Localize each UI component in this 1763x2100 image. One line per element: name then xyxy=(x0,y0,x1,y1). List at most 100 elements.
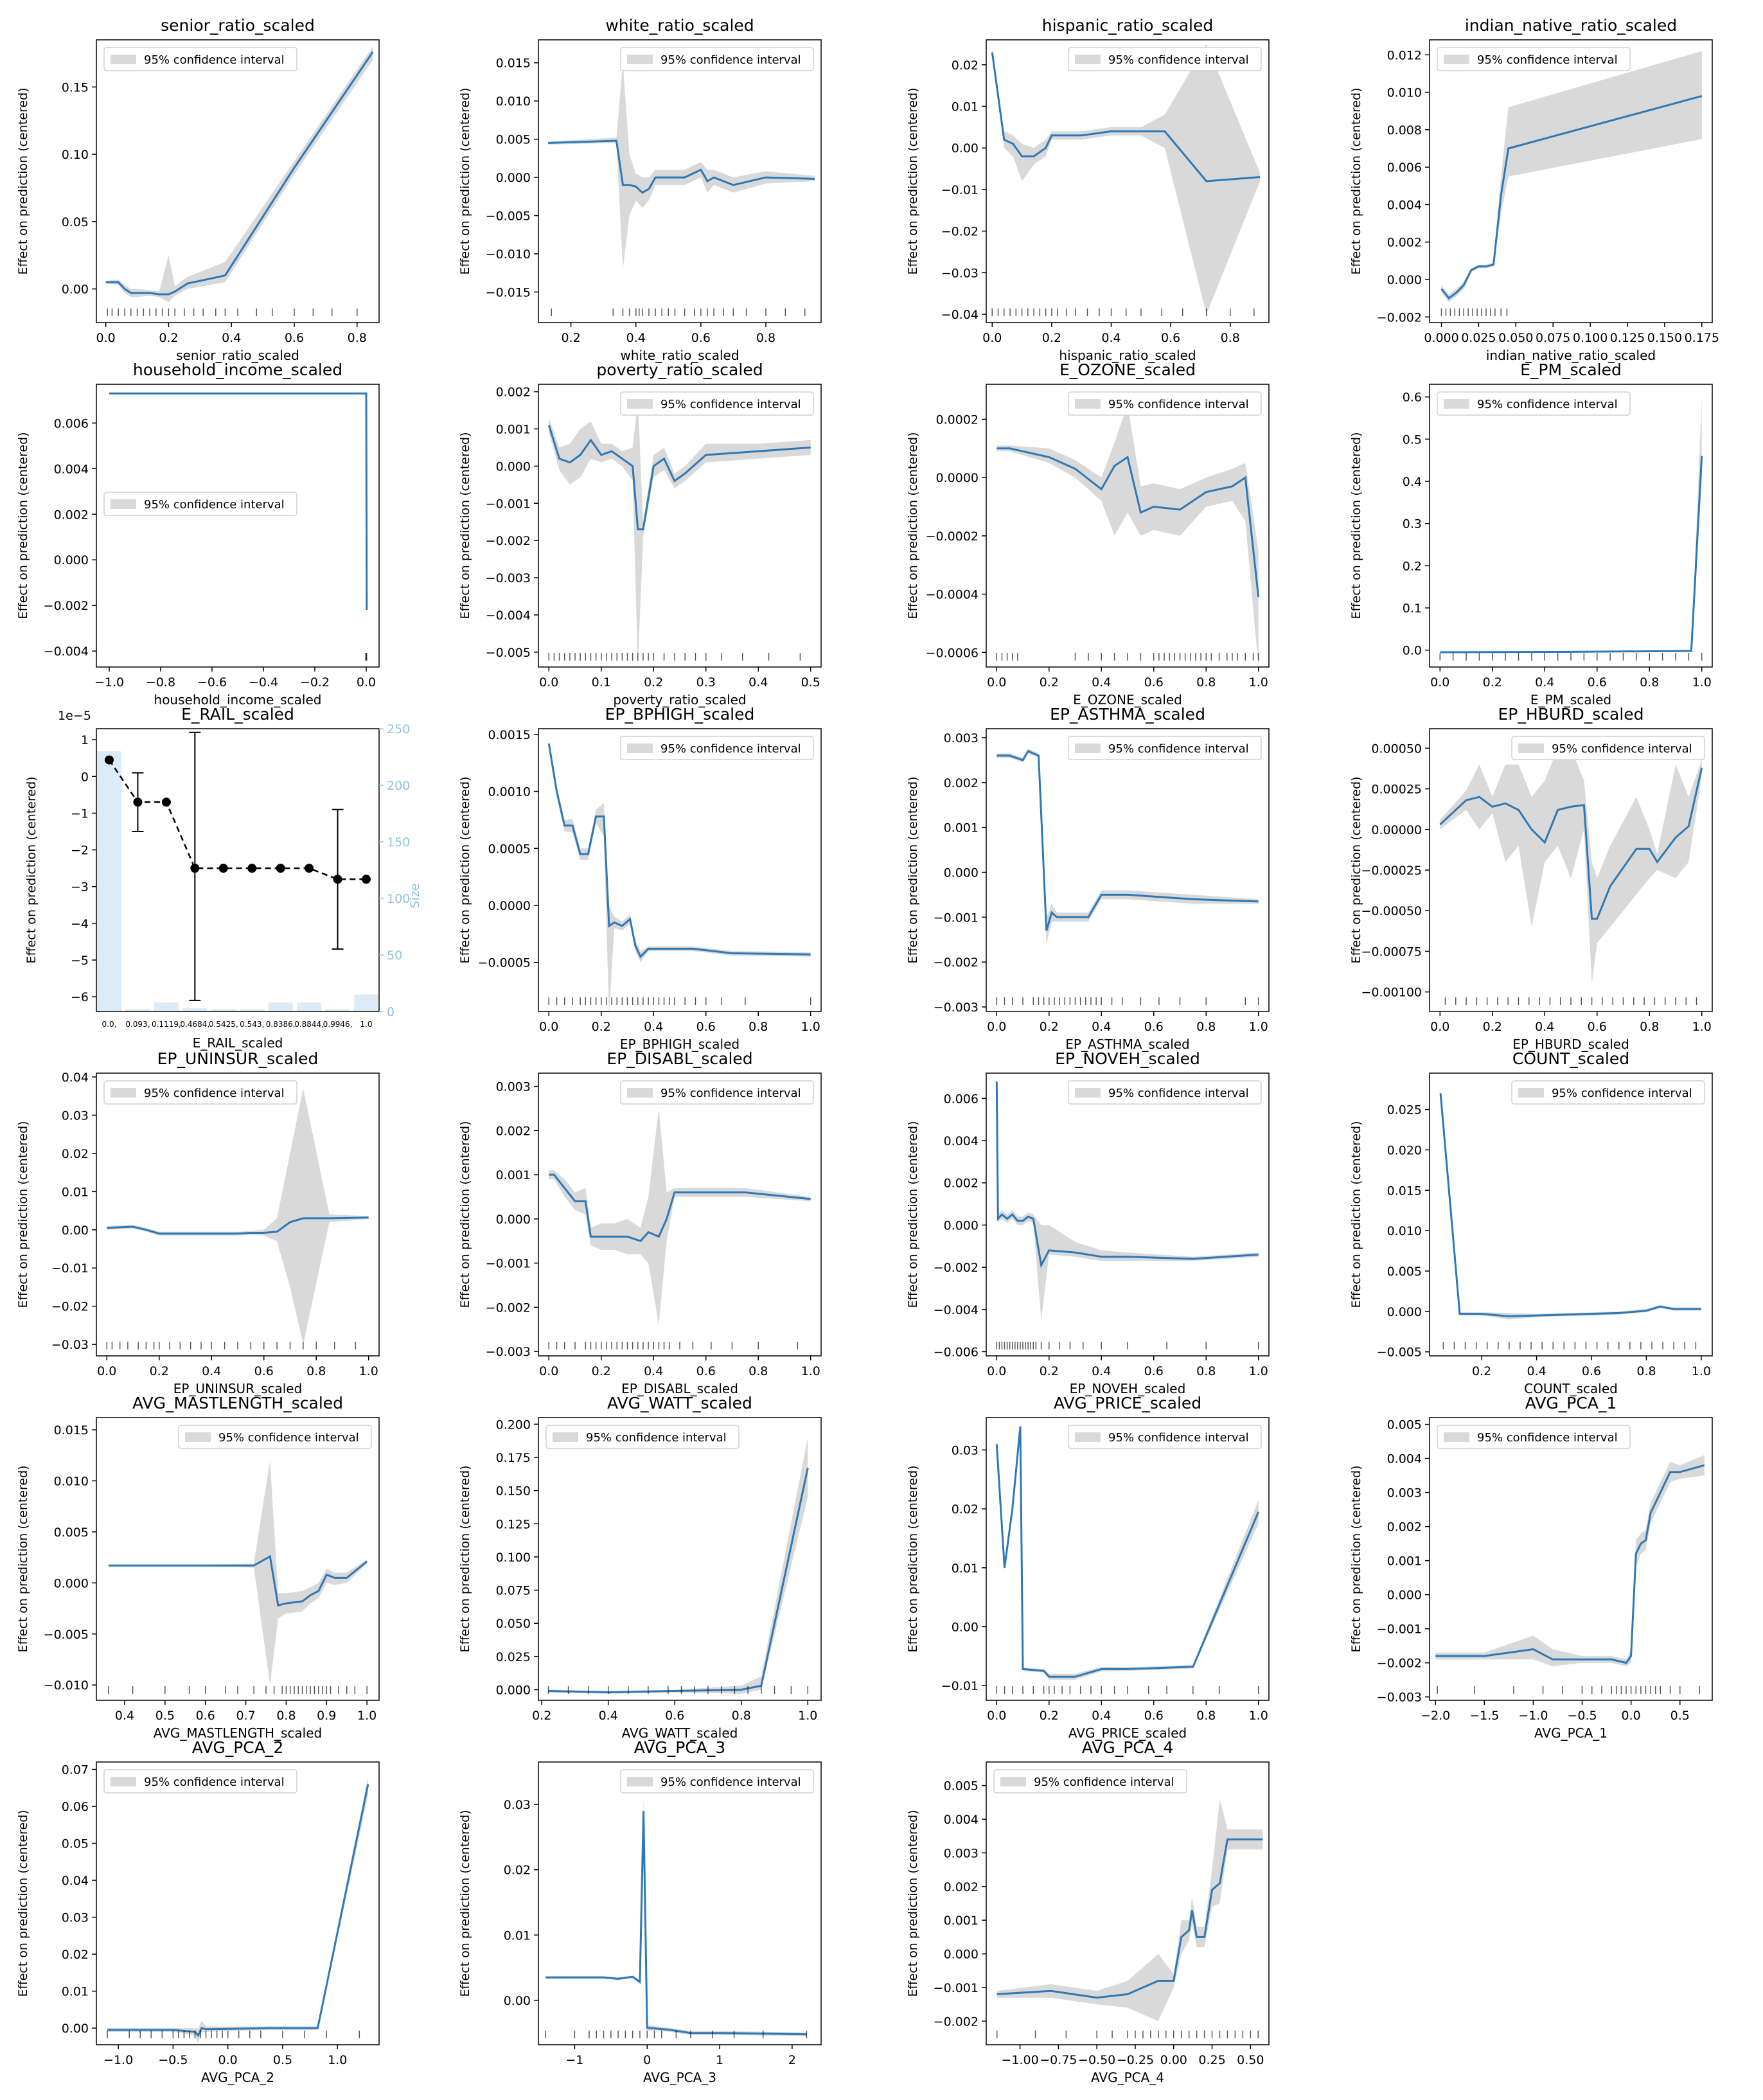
x-tick-label: 0.4 xyxy=(1092,1364,1111,1378)
y-tick-label: −0.02 xyxy=(51,1300,89,1314)
y-tick-label: 0.0010 xyxy=(488,785,531,799)
effect-line xyxy=(105,51,374,296)
effect-line xyxy=(997,749,1259,931)
size-tick-label: 0 xyxy=(387,1005,394,1019)
chart-panel-2: hispanic_ratio_scaled 0.0 0.2 0.4 0.6 0.8 −0.0… xyxy=(906,16,1270,363)
x-tick-label: 0.2 xyxy=(159,331,178,345)
x-tick-label: 0.5 xyxy=(1670,1709,1690,1723)
x-tick-label: 0.0 xyxy=(987,675,1006,690)
y-axis-label: Effect on prediction (centered) xyxy=(1349,776,1363,963)
legend-box xyxy=(103,1769,297,1793)
y-tick-label: −0.002 xyxy=(1377,1657,1422,1671)
x-tick-label: 0.6 xyxy=(696,1364,716,1378)
rug-marks xyxy=(107,2031,360,2038)
chart-title: hispanic_ratio_scaled xyxy=(1042,16,1213,35)
effect-line xyxy=(108,759,366,880)
y-tick-label: −0.003 xyxy=(486,571,531,585)
legend-label: 95% confidence interval xyxy=(660,742,801,756)
chart-title: household_income_scaled xyxy=(133,360,342,379)
effect-line xyxy=(107,1216,369,1235)
x-tick-label: 0.0 xyxy=(357,675,376,690)
effect-line xyxy=(547,743,811,959)
chart-panel-9: EP_BPHIGH_scaled 0.0 0.2 0.4 0.6 0.8 1.0 −0.000… xyxy=(458,705,822,1052)
y-tick-label: 0.00 xyxy=(504,1994,531,2008)
confidence-band xyxy=(107,1777,368,2043)
x-tick-label: 0.6 xyxy=(196,1709,215,1723)
x-tick-label: 0.6 xyxy=(1144,1709,1164,1723)
rug-marks xyxy=(547,1686,809,1694)
x-axis-label: AVG_PCA_3 xyxy=(643,2070,716,2085)
x-tick-label: 0.4 xyxy=(644,1364,663,1378)
legend-swatch xyxy=(627,399,653,409)
y-tick-label: 0.00 xyxy=(62,1224,89,1238)
x-tick-label: 0.075 xyxy=(1536,331,1570,345)
y-tick-label: −0.0004 xyxy=(926,588,979,602)
legend: 95% confidence interval xyxy=(1068,1080,1262,1105)
y-tick-label: −0.004 xyxy=(934,1303,979,1317)
x-tick-label: 0.2 xyxy=(1040,1364,1059,1378)
y-tick-label: 0.00 xyxy=(62,283,89,297)
legend-label: 95% confidence interval xyxy=(1108,1431,1249,1445)
y-axis-label: Effect on prediction (centered) xyxy=(906,776,920,963)
chart-panel-20: AVG_PCA_2 −1.0 −0.5 0.0 0.5 1.0 0.00 0.01 0.02 0.… xyxy=(16,1738,380,2085)
legend-swatch xyxy=(1075,743,1101,753)
rug-marks xyxy=(996,1686,1259,1694)
legend-label: 95% confidence interval xyxy=(144,498,285,512)
effect-line xyxy=(1439,767,1703,920)
chart-panel-15: COUNT_scaled 0.2 0.4 0.6 0.8 1.0 −0.005 0.000 0.… xyxy=(1349,1049,1713,1396)
x-tick-label: 0.2 xyxy=(532,1709,551,1723)
y-tick-label: 0.002 xyxy=(1387,1520,1422,1535)
confidence-band xyxy=(549,399,811,667)
effect-point xyxy=(105,755,114,765)
x-tick-label: 0.6 xyxy=(665,1709,684,1723)
x-tick-label: 0.8 xyxy=(1196,1709,1216,1723)
y-tick-label: −6 xyxy=(71,990,89,1004)
chart-panel-4: household_income_scaled −1.0 −0.8 −0.6 −0.4 −… xyxy=(16,360,380,707)
legend: 95% confidence interval xyxy=(620,391,814,416)
rug-marks xyxy=(1442,1342,1697,1349)
y-tick-label: 0.006 xyxy=(54,416,89,431)
y-tick-label: 0.005 xyxy=(54,1526,89,1540)
chart-panel-22: AVG_PCA_4 −1.00 −0.75 −0.50 −0.25 0.00 0.25 0.5… xyxy=(906,1738,1270,2085)
legend-label: 95% confidence interval xyxy=(586,1431,727,1445)
y-tick-label: 0.04 xyxy=(62,1874,89,1888)
y-tick-label: 0.005 xyxy=(1387,1418,1422,1432)
y-axis-label: Effect on prediction (centered) xyxy=(906,1121,920,1308)
y-axis-label: Effect on prediction (centered) xyxy=(458,432,472,619)
legend-label: 95% confidence interval xyxy=(660,1775,801,1789)
chart-title: AVG_PCA_4 xyxy=(1082,1738,1174,1757)
size-bar xyxy=(154,1002,179,1011)
rug-marks xyxy=(545,2031,808,2038)
x-tick-label: 0.6 xyxy=(285,331,304,345)
x-tick-label: 0.0 xyxy=(987,1709,1006,1723)
y-tick-label: 0.006 xyxy=(1387,161,1422,175)
y-tick-label: −0.002 xyxy=(1377,310,1422,325)
x-tick-label: 0.8 xyxy=(756,331,775,345)
x-tick-label: −0.6 xyxy=(197,675,227,690)
y-tick-label: 0.012 xyxy=(1387,48,1422,62)
x-tick-label: 0.6 xyxy=(696,1020,716,1034)
size-bar xyxy=(297,1002,321,1011)
x-tick-label: 0.050 xyxy=(1498,331,1533,345)
y-tick-label: 0.004 xyxy=(54,462,89,476)
x-tick-label: 0.0 xyxy=(987,1364,1006,1378)
effect-line xyxy=(107,1784,369,2038)
x-tick-label: 0.4684, xyxy=(180,1020,209,1029)
rug-marks xyxy=(106,1342,357,1349)
effect-line xyxy=(1435,1464,1705,1664)
x-tick-label: −0.50 xyxy=(1078,2053,1115,2067)
legend-swatch xyxy=(1444,399,1469,409)
size-bar xyxy=(325,1009,350,1011)
legend-label: 95% confidence interval xyxy=(1477,398,1618,411)
chart-title: EP_HBURD_scaled xyxy=(1498,705,1643,724)
effect-point xyxy=(133,797,143,807)
y-tick-label: 0.005 xyxy=(944,1779,979,1793)
y-tick-label: 0.001 xyxy=(944,821,979,835)
x-tick-label: 0.0 xyxy=(1430,1020,1449,1034)
x-tick-label: 1 xyxy=(716,2053,723,2067)
chart-panel-7: E_PM_scaled 0.0 0.2 0.4 0.6 0.8 1.0 0.0 0.1 0.2 0.… xyxy=(1349,360,1713,707)
y-tick-label: −0.005 xyxy=(1377,1346,1422,1360)
x-tick-label: 0.8 xyxy=(1196,1020,1216,1034)
y-tick-label: 0.002 xyxy=(496,1124,531,1138)
x-tick-label: 0.8 xyxy=(348,331,367,345)
